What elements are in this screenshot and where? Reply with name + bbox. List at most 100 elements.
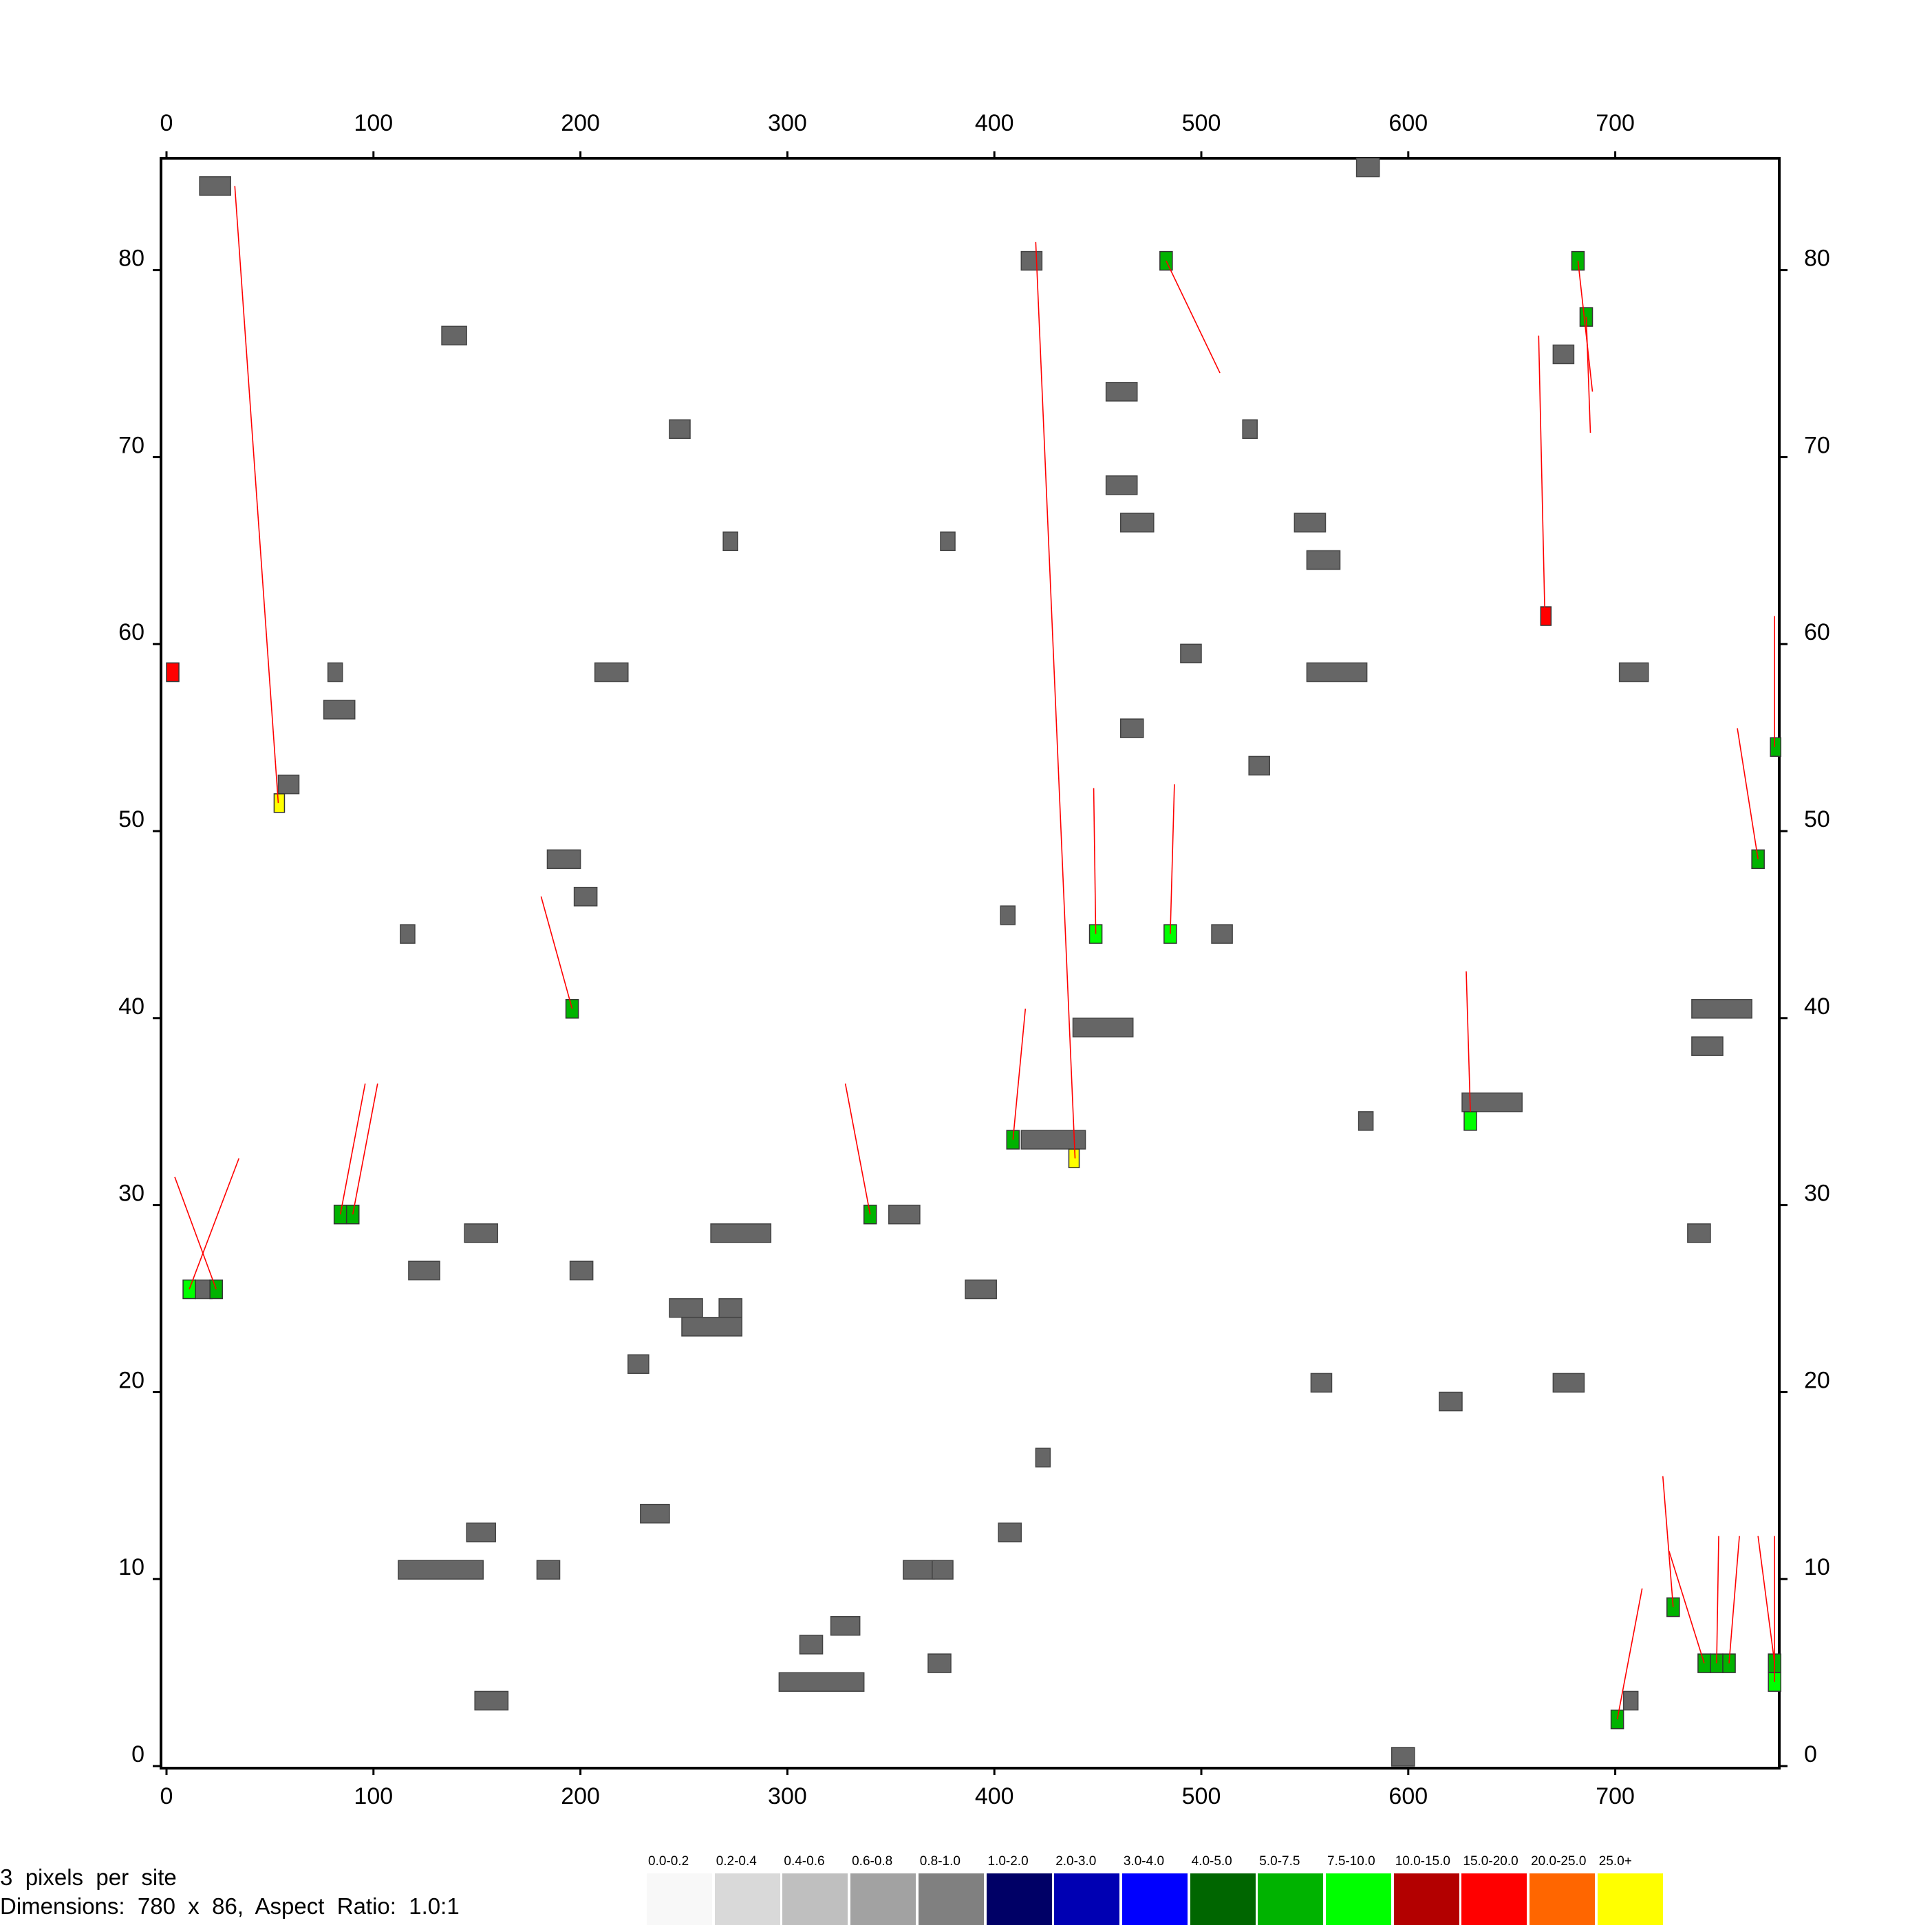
gray-block-37	[1687, 1223, 1711, 1243]
gray-block-47	[1552, 1373, 1585, 1393]
gray-block-50	[640, 1503, 670, 1524]
colored-block-7	[1751, 849, 1765, 870]
link-line-1	[1035, 241, 1076, 1159]
legend-item: 20.0-25.0	[1530, 1854, 1596, 1925]
link-line-18	[1662, 1476, 1674, 1608]
gray-block-15	[327, 662, 343, 682]
y-tick-label-left-7: 70	[118, 432, 144, 458]
legend-swatch	[1326, 1873, 1391, 1925]
gray-block-60	[778, 1672, 865, 1692]
x-tick-label-top-3: 300	[768, 110, 807, 136]
legend-label: 0.0-0.2	[648, 1854, 689, 1869]
link-line-5	[1538, 335, 1546, 616]
pixels-per-site-text: 3 pixels per site	[0, 1864, 177, 1890]
y-tick-label-right-5: 50	[1804, 806, 1830, 832]
gray-block-3	[441, 325, 467, 346]
y-tick-label-left-4: 40	[118, 993, 144, 1020]
x-tick-label-top-0: 0	[160, 110, 173, 136]
colored-block-20	[1697, 1653, 1711, 1673]
y-tick-label-left-8: 80	[118, 246, 144, 272]
legend-swatch	[850, 1873, 916, 1925]
x-tick-label-bottom-0: 0	[160, 1783, 173, 1809]
gray-block-9	[1119, 513, 1155, 533]
colored-block-14	[333, 1205, 347, 1225]
colored-block-11	[1463, 1111, 1477, 1131]
legend-label: 4.0-5.0	[1191, 1854, 1232, 1869]
gray-block-4	[1552, 344, 1575, 365]
legend-swatch	[714, 1873, 780, 1925]
gray-block-45	[627, 1354, 650, 1374]
y-tick-label-right-7: 70	[1804, 432, 1830, 458]
colored-block-18	[209, 1279, 223, 1300]
y-tick-label-left-2: 20	[118, 1367, 144, 1393]
gray-block-33	[1020, 1130, 1086, 1150]
gray-block-38	[408, 1260, 440, 1281]
link-line-19	[1668, 1551, 1705, 1664]
x-tick-label-bottom-6: 600	[1388, 1783, 1428, 1809]
gray-blocks	[195, 157, 1752, 1767]
legend-swatch	[986, 1873, 1052, 1925]
x-tick-label-top-1: 100	[354, 110, 393, 136]
gray-block-28	[1691, 999, 1752, 1019]
legend-label: 0.2-0.4	[716, 1854, 757, 1869]
gray-block-13	[1306, 550, 1341, 570]
gray-block-29	[1072, 1018, 1134, 1037]
link-line-7	[1737, 728, 1759, 859]
y-tick-label-left-6: 60	[118, 619, 144, 645]
link-line-13	[339, 1083, 366, 1215]
gray-block-56	[932, 1560, 954, 1580]
y-tick-label-right-8: 80	[1804, 246, 1830, 272]
gray-block-0	[199, 176, 231, 196]
legend-swatch	[1190, 1873, 1256, 1925]
legend-item: 15.0-20.0	[1461, 1854, 1528, 1925]
link-line-16	[189, 1158, 240, 1290]
legend-swatch	[647, 1873, 712, 1925]
gray-block-6	[669, 419, 691, 439]
gray-block-10	[1294, 513, 1327, 533]
x-tick-label-bottom-1: 100	[354, 1783, 393, 1809]
x-tick-label-top-5: 500	[1182, 110, 1221, 136]
legend-item: 3.0-4.0	[1121, 1854, 1189, 1925]
link-line-22	[1757, 1536, 1776, 1664]
legend-label: 25.0+	[1598, 1854, 1632, 1869]
gray-block-16	[594, 662, 629, 682]
gray-block-62	[1622, 1690, 1639, 1711]
gray-block-49	[1035, 1448, 1051, 1467]
x-tick-label-top-6: 600	[1388, 110, 1428, 136]
legend-label: 0.8-1.0	[919, 1854, 960, 1869]
legend-item: 0.8-1.0	[918, 1854, 985, 1925]
gray-block-24	[573, 886, 598, 907]
x-tick-label-bottom-7: 700	[1596, 1783, 1635, 1809]
gray-block-41	[965, 1279, 997, 1300]
legend-swatch	[1258, 1873, 1324, 1925]
legend-swatch	[1121, 1873, 1188, 1925]
legend-item: 0.0-0.2	[647, 1854, 713, 1925]
link-line-12	[1012, 1009, 1027, 1140]
colored-block-6	[1770, 737, 1781, 757]
link-line-15	[844, 1083, 871, 1215]
color-legend: 0.0-0.2 0.2-0.4 0.4-0.6 0.6-0.8 0.8-1.0 1.0-2…	[647, 1854, 1665, 1925]
gray-block-32	[1357, 1111, 1374, 1131]
x-tick-label-bottom-3: 300	[768, 1783, 807, 1809]
x-tick-label-top-7: 700	[1596, 110, 1635, 136]
x-tick-label-bottom-5: 500	[1182, 1783, 1221, 1809]
x-tick-label-top-2: 200	[561, 110, 600, 136]
link-line-11	[1466, 971, 1471, 1112]
y-tick-label-left-0: 0	[131, 1741, 144, 1767]
gray-block-21	[1248, 755, 1271, 776]
gray-block-14	[1180, 643, 1202, 664]
gray-block-1	[1355, 157, 1380, 178]
link-line-17	[174, 1176, 217, 1290]
axis-ticks: 0010010020020030030040040050050060060070…	[118, 110, 1830, 1809]
legend-label: 0.4-0.6	[784, 1854, 825, 1869]
y-tick-label-right-2: 20	[1804, 1367, 1830, 1393]
colored-block-5	[1540, 606, 1552, 626]
colored-block-1	[273, 793, 286, 813]
y-tick-label-left-1: 10	[118, 1554, 144, 1580]
gray-block-42	[669, 1298, 703, 1318]
gray-block-44	[681, 1317, 742, 1337]
colored-block-10	[565, 999, 579, 1019]
link-line-21	[1728, 1536, 1740, 1664]
gray-block-57	[830, 1615, 861, 1636]
colored-block-0	[166, 662, 180, 682]
